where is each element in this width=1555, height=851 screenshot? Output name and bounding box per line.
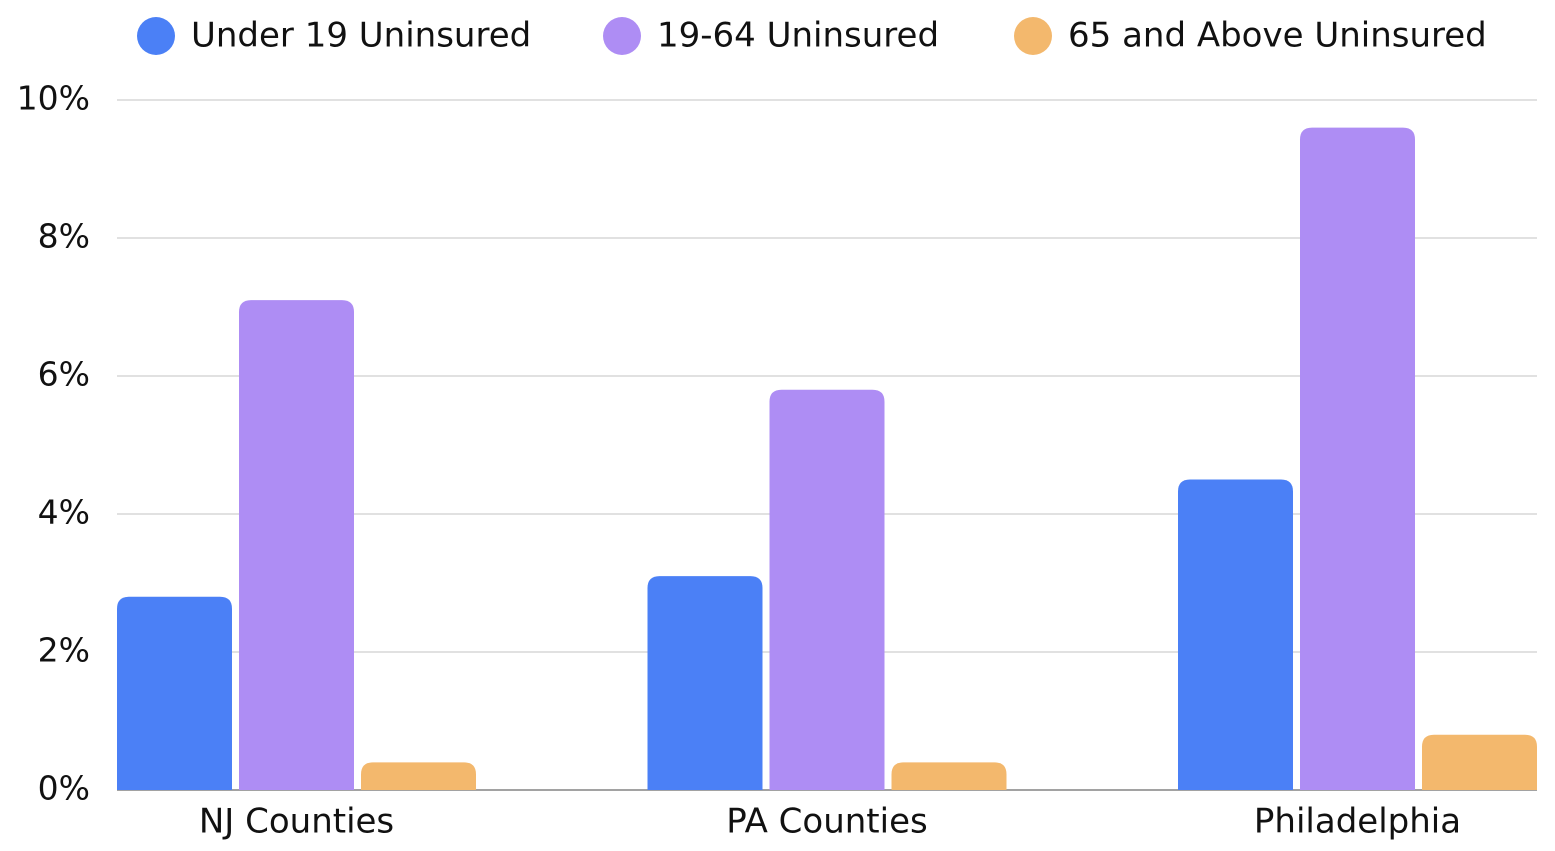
bar (891, 762, 1007, 790)
y-tick-label: 8% (38, 217, 90, 256)
legend-marker (137, 17, 175, 55)
bar (117, 596, 232, 790)
bar (239, 300, 354, 790)
legend-label: Under 19 Uninsured (191, 16, 531, 56)
bar (1422, 734, 1537, 790)
legend-marker (603, 17, 641, 55)
y-tick-label: 0% (38, 769, 90, 808)
y-tick-label: 4% (38, 493, 90, 532)
x-tick-label: NJ Counties (199, 802, 394, 842)
x-tick-label: PA Counties (726, 802, 927, 842)
y-tick-label: 10% (17, 79, 90, 118)
legend-label: 19-64 Uninsured (657, 16, 939, 56)
y-tick-label: 6% (38, 355, 90, 394)
bar (1300, 127, 1415, 791)
legend-marker (1014, 17, 1052, 55)
x-tick-label: Philadelphia (1254, 802, 1461, 842)
bar (1178, 479, 1293, 790)
bar (769, 389, 885, 790)
y-tick-label: 2% (38, 631, 90, 670)
bar (647, 576, 763, 790)
bar (361, 762, 476, 790)
legend-label: 65 and Above Uninsured (1068, 16, 1487, 56)
